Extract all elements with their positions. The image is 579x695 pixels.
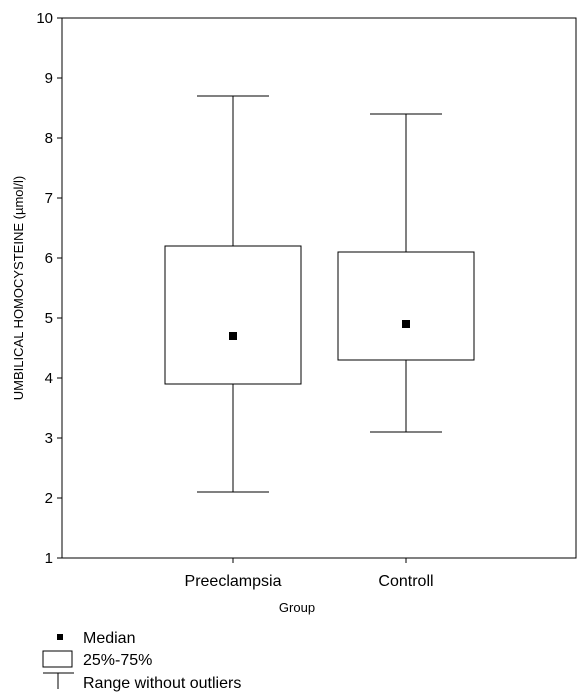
y-tick-label: 3 bbox=[45, 430, 53, 447]
median-marker bbox=[402, 320, 410, 328]
legend: Median 25%-75% Range without outliers bbox=[42, 630, 241, 692]
x-category-label: Controll bbox=[378, 573, 433, 590]
legend-whisker-symbol bbox=[43, 672, 74, 689]
y-tick-label: 8 bbox=[45, 130, 53, 147]
legend-box-label: 25%-75% bbox=[83, 652, 152, 669]
y-tick-label: 5 bbox=[45, 310, 53, 327]
x-axis-title: Group bbox=[279, 600, 315, 615]
median-marker bbox=[229, 332, 237, 340]
iqr-box bbox=[337, 251, 475, 361]
y-tick-label: 10 bbox=[36, 10, 53, 27]
plot-area-frame bbox=[61, 17, 577, 559]
boxes-group bbox=[164, 95, 475, 493]
legend-box-symbol bbox=[42, 650, 73, 668]
y-tick-label: 7 bbox=[45, 190, 53, 207]
x-axis: Preeclampsia Controll bbox=[185, 558, 434, 590]
legend-median-marker bbox=[57, 634, 63, 640]
y-tick-label: 2 bbox=[45, 490, 53, 507]
y-tick-label: 6 bbox=[45, 250, 53, 267]
legend-median-label: Median bbox=[83, 630, 135, 647]
legend-whisker-label: Range without outliers bbox=[83, 675, 241, 692]
y-tick-label: 1 bbox=[45, 550, 53, 567]
box-preeclampsia bbox=[164, 95, 302, 493]
iqr-box bbox=[164, 245, 302, 385]
y-tick-label: 4 bbox=[45, 370, 53, 387]
box-controll bbox=[337, 113, 475, 433]
x-category-label: Preeclampsia bbox=[185, 573, 282, 590]
y-axis: 1 2 3 4 5 6 7 8 9 10 bbox=[36, 10, 62, 567]
y-axis-title: UMBILICAL HOMOCYSTEINE (µmol/l) bbox=[11, 176, 26, 400]
y-tick-label: 9 bbox=[45, 70, 53, 87]
